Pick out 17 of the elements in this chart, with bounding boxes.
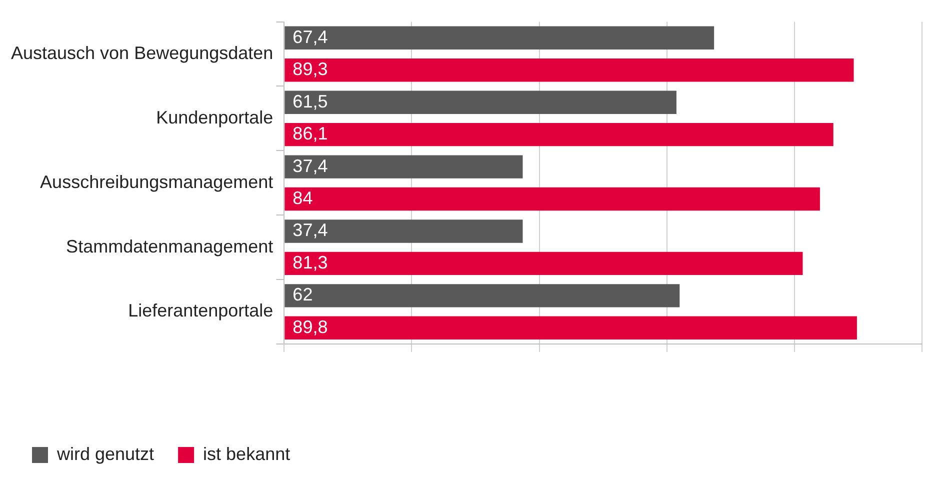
legend-label: wird genutzt	[56, 444, 154, 464]
data-label: 89,3	[292, 59, 328, 80]
y-tick-label: Stammdatenmanagement	[66, 236, 274, 256]
data-label: 37,4	[292, 220, 328, 240]
data-label: 86,1	[292, 124, 328, 144]
data-label: 62	[292, 284, 313, 305]
y-tick-label: Austausch von Bewegungsdaten	[11, 42, 274, 63]
legend-label: ist bekannt	[203, 444, 290, 464]
y-tick-label: Lieferantenportale	[128, 300, 274, 321]
data-label: 61,5	[292, 91, 328, 112]
y-tick-label: Kundenportale	[156, 107, 274, 128]
data-label: 67,4	[292, 26, 328, 47]
data-label: 84	[292, 188, 313, 208]
data-label: 37,4	[292, 156, 328, 176]
y-tick-label: Ausschreibungsmanagement	[40, 172, 274, 192]
data-label: 81,3	[292, 252, 328, 272]
data-label: 89,8	[292, 316, 328, 337]
